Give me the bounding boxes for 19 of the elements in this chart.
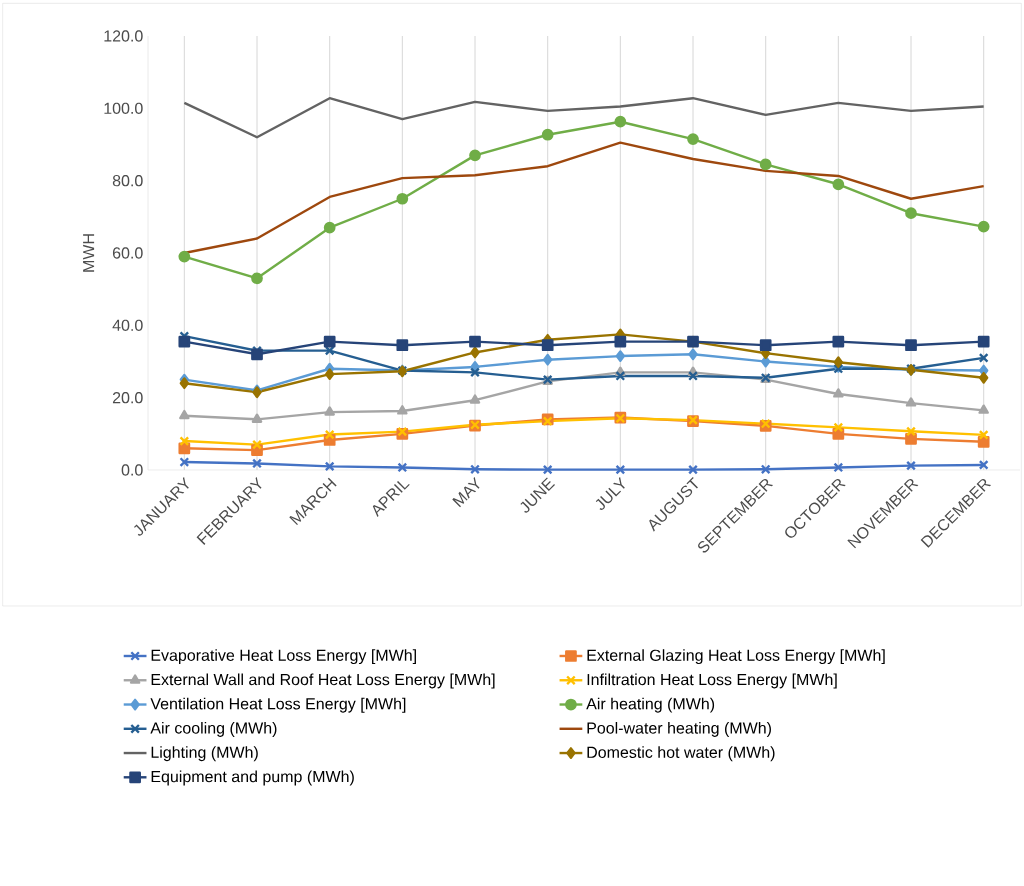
y-tick-label: 0.0 — [121, 464, 143, 476]
legend-label: Equipment and pump (MWh) — [151, 770, 354, 786]
y-tick-label: 40.0 — [112, 319, 143, 331]
legend-label: External Wall and Roof Heat Loss Energy [MWh] — [151, 673, 495, 689]
y-tick-label: 80.0 — [112, 175, 143, 187]
legend-label: External Glazing Heat Loss Energy [MWh] — [587, 649, 885, 665]
legend-label: Pool-water heating (MWh) — [587, 721, 771, 737]
y-tick-label: 100.0 — [104, 102, 143, 114]
legend-label: Infiltration Heat Loss Energy [MWh] — [587, 673, 837, 689]
y-axis-title: MWH — [83, 234, 95, 272]
legend-label: Ventilation Heat Loss Energy [MWh] — [150, 697, 406, 713]
y-tick-label: 60.0 — [112, 247, 143, 259]
legend-label: Air cooling (MWh) — [150, 721, 277, 737]
legend-label: Air heating (MWh) — [586, 697, 715, 713]
y-tick-label: 20.0 — [112, 392, 143, 404]
y-tick-label: 120.0 — [104, 30, 143, 42]
legend-label: Evaporative Heat Loss Energy [MWh] — [151, 649, 416, 665]
legend-label: Lighting (MWh) — [151, 746, 258, 762]
legend-label: Domestic hot water (MWh) — [587, 746, 775, 762]
